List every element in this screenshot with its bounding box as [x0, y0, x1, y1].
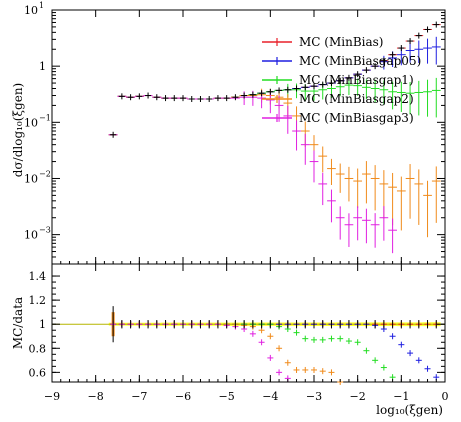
bottom-panel-frame — [51, 263, 446, 383]
x-tick-label: −6 — [175, 390, 191, 403]
top-y-axis-title: dσ/dlog₁₀(ξgen) — [11, 83, 25, 177]
y-tick-label: 10 — [24, 172, 38, 185]
top-panel-frame — [51, 9, 446, 265]
y-tick-label: 1 — [39, 60, 46, 73]
y-tick-label: 10 — [24, 4, 38, 17]
x-tick-label: −2 — [350, 390, 366, 403]
legend: MC (MinBias) MC (MinBiasgap05) MC (MinBias… — [262, 35, 421, 125]
legend-label: MC (MinBias) — [299, 35, 383, 49]
x-tick-label: −1 — [393, 390, 409, 403]
y-tick-exponent: 1 — [39, 1, 44, 10]
x-tick-label: −3 — [306, 390, 322, 403]
top-panel-marks — [108, 21, 441, 254]
x-tick-label: −7 — [131, 390, 147, 403]
ratio-tick-label: 1.4 — [29, 270, 47, 283]
y-tick-exponent: −1 — [39, 113, 51, 122]
legend-label: MC (MinBiasgap2) — [299, 92, 414, 106]
legend-label: MC (MinBiasgap05) — [299, 54, 421, 68]
x-tick-label: 0 — [442, 390, 449, 403]
x-tick-label: −8 — [88, 390, 104, 403]
x-tick-label: −4 — [262, 390, 278, 403]
y-tick-exponent: −3 — [39, 226, 51, 235]
x-tick-label: −9 — [44, 390, 60, 403]
y-tick-exponent: −2 — [39, 169, 51, 178]
y-tick-label: 10 — [24, 116, 38, 129]
legend-label: MC (MinBiasgap1) — [299, 73, 414, 87]
bottom-panel-marks — [110, 306, 440, 385]
x-axis-title: log₁₀(ξgen) — [376, 403, 443, 417]
y-tick-label: 10 — [24, 229, 38, 242]
ratio-tick-label: 0.8 — [29, 342, 47, 355]
bottom-y-axis-title: MC/data — [11, 297, 25, 349]
ratio-tick-label: 0.6 — [29, 366, 47, 379]
legend-label: MC (MinBiasgap3) — [299, 111, 414, 125]
ratio-tick-label: 1.2 — [29, 294, 47, 307]
ratio-tick-label: 1 — [39, 318, 46, 331]
x-tick-label: −5 — [219, 390, 235, 403]
